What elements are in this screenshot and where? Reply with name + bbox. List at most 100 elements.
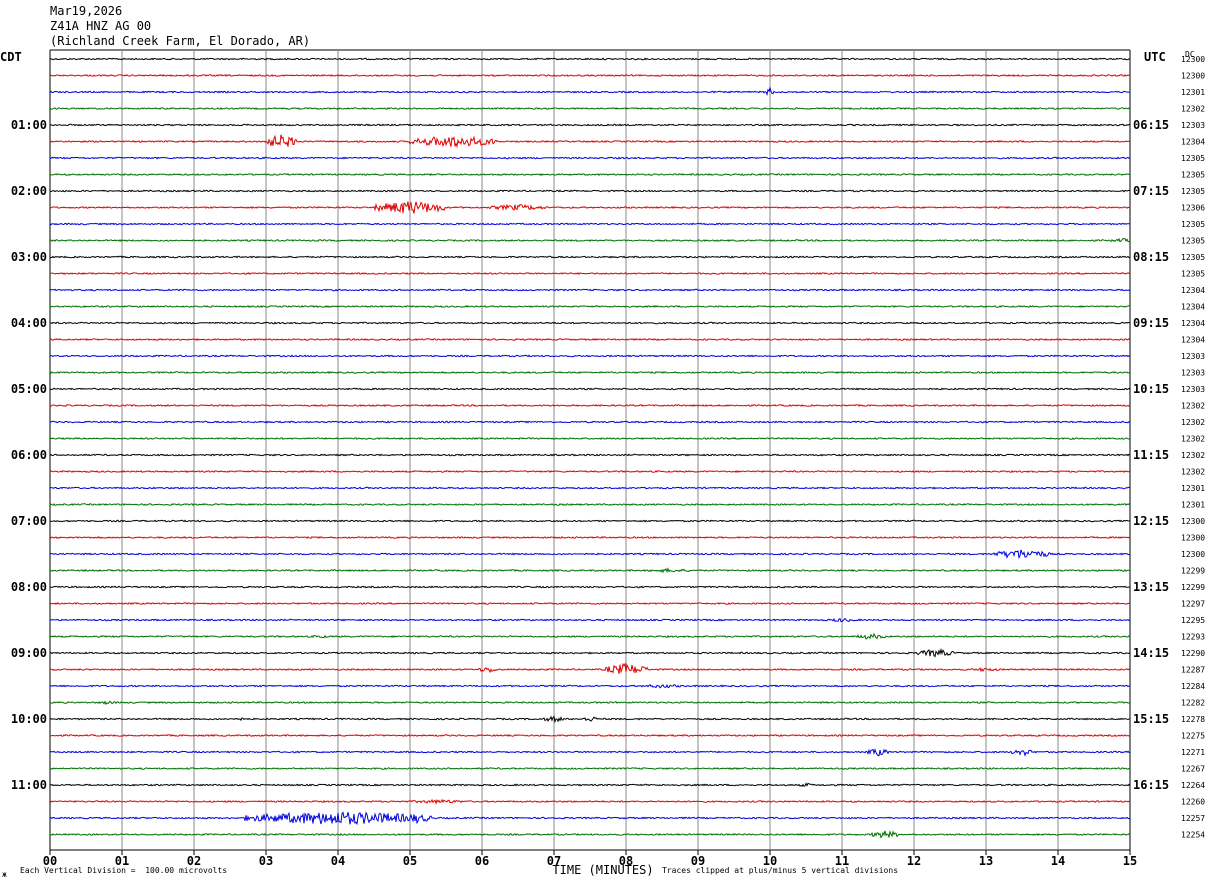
dc-value-label: 12301: [1181, 484, 1205, 493]
seismic-trace: [49, 700, 1131, 706]
seismic-trace: [49, 811, 1131, 826]
left-hour-label: 01:00: [11, 118, 47, 132]
x-tick-label: 00: [43, 854, 57, 868]
seismic-trace: [49, 617, 1131, 623]
x-tick-label: 06: [475, 854, 489, 868]
seismic-trace: [50, 585, 1131, 589]
dc-value-label: 12300: [1181, 72, 1205, 81]
left-hour-label: 05:00: [11, 382, 47, 396]
dc-value-label: 12264: [1181, 781, 1205, 790]
dc-value-label: 12254: [1181, 831, 1205, 840]
seismic-trace: [49, 74, 1131, 77]
seismic-trace: [49, 156, 1131, 160]
seismic-trace: [49, 469, 1131, 474]
dc-value-label: 12257: [1181, 814, 1205, 823]
dc-value-label: 12306: [1181, 204, 1205, 213]
x-tick-label: 07: [547, 854, 561, 868]
right-hour-label: 09:15: [1133, 316, 1169, 330]
dc-value-label: 12299: [1181, 583, 1205, 592]
dc-value-label: 12304: [1181, 286, 1205, 295]
right-timezone-label: UTC: [1144, 50, 1166, 64]
seismic-trace: [49, 107, 1131, 110]
dc-value-label: 12304: [1181, 303, 1205, 312]
seismic-trace: [50, 255, 1131, 259]
left-hour-label: 10:00: [11, 712, 47, 726]
dc-value-label: 12284: [1181, 682, 1205, 691]
left-timezone-label: CDT: [0, 50, 22, 64]
seismic-trace: [49, 748, 1130, 757]
seismic-trace: [49, 172, 1131, 176]
right-hour-label: 16:15: [1133, 778, 1169, 792]
seismic-trace: [49, 486, 1131, 490]
seismic-trace: [49, 647, 1131, 658]
dc-value-label: 12303: [1181, 121, 1205, 130]
seismic-trace: [49, 453, 1131, 457]
scale-note: Each Vertical Division = 100.00 microvol…: [20, 866, 228, 875]
seismic-trace: [49, 798, 1131, 805]
seismic-trace: [49, 134, 1131, 149]
dc-value-label: 12303: [1181, 385, 1205, 394]
right-hour-label: 11:15: [1133, 448, 1169, 462]
dc-value-label: 12299: [1181, 567, 1205, 576]
dc-value-label: 12302: [1181, 418, 1205, 427]
seismic-trace: [49, 222, 1131, 226]
seismic-trace: [49, 437, 1131, 440]
x-tick-label: 03: [259, 854, 273, 868]
dc-value-label: 12300: [1181, 534, 1205, 543]
dc-value-label: 12305: [1181, 154, 1205, 163]
seismic-trace: [49, 272, 1131, 275]
right-hour-label: 14:15: [1133, 646, 1169, 660]
x-tick-label: 13: [979, 854, 993, 868]
dc-value-label: 12302: [1181, 105, 1205, 114]
left-hour-label: 08:00: [11, 580, 47, 594]
dc-value-label: 12297: [1181, 600, 1205, 609]
dc-value-label: 12305: [1181, 270, 1205, 279]
seismic-trace: [49, 304, 1131, 309]
dc-value-label: 12278: [1181, 715, 1205, 724]
seismic-trace: [49, 662, 1131, 674]
seismic-trace: [49, 237, 1131, 243]
seismic-trace: [49, 404, 1131, 407]
seismic-trace: [49, 189, 1130, 193]
seismic-trace: [49, 502, 1131, 506]
seismic-trace: [49, 337, 1131, 341]
seismic-trace: [49, 767, 1131, 770]
left-hour-label: 04:00: [11, 316, 47, 330]
seismic-trace: [49, 321, 1131, 325]
dc-value-label: 12301: [1181, 501, 1205, 510]
seismic-trace: [49, 567, 1131, 574]
right-hour-label: 06:15: [1133, 118, 1169, 132]
date-label: Mar19,2026: [50, 4, 123, 18]
left-hour-label: 03:00: [11, 250, 47, 264]
left-hour-label: 09:00: [11, 646, 47, 660]
x-tick-label: 08: [619, 854, 633, 868]
x-tick-label: 11: [835, 854, 849, 868]
seismic-trace: [49, 420, 1131, 424]
dc-value-label: 12303: [1181, 352, 1205, 361]
seismic-trace: [49, 371, 1131, 375]
right-hour-label: 07:15: [1133, 184, 1169, 198]
x-tick-label: 15: [1123, 854, 1137, 868]
seismic-trace: [49, 602, 1131, 605]
dc-value-label: 12304: [1181, 138, 1205, 147]
dc-value-label: 12300: [1181, 55, 1205, 64]
seismic-trace: [49, 829, 1131, 839]
x-tick-label: 12: [907, 854, 921, 868]
right-hour-label: 13:15: [1133, 580, 1169, 594]
seismic-trace: [49, 123, 1131, 127]
x-tick-label: 04: [331, 854, 345, 868]
dc-header-label: DC: [1185, 50, 1195, 59]
x-tick-label: 02: [187, 854, 201, 868]
dc-value-label: 12305: [1181, 220, 1205, 229]
clip-note: Traces clipped at plus/minus 5 vertical …: [662, 866, 899, 875]
seismic-trace: [49, 715, 1131, 724]
station-label: Z41A HNZ AG 00: [50, 19, 152, 33]
seismic-trace: [49, 683, 1131, 689]
left-hour-label: 02:00: [11, 184, 47, 198]
dc-value-label: 12302: [1181, 451, 1205, 460]
dc-value-label: 12275: [1181, 732, 1205, 741]
seismic-trace: [49, 201, 1131, 214]
x-tick-label: 14: [1051, 854, 1065, 868]
dc-value-label: 12302: [1181, 468, 1205, 477]
